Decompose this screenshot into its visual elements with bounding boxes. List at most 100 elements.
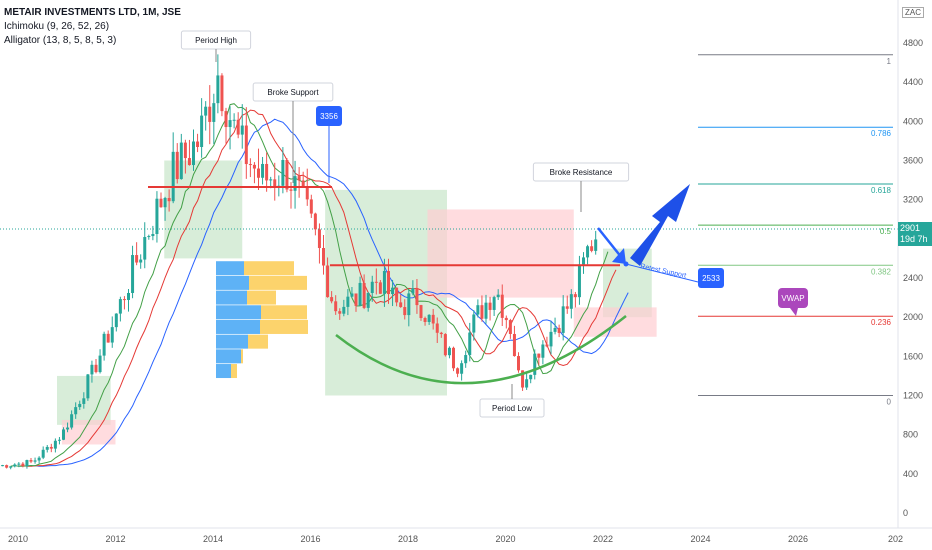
candle-body [338, 311, 342, 314]
cloud-red [427, 209, 574, 298]
candle-body [350, 293, 354, 297]
alligator-legend[interactable]: Alligator (13, 8, 5, 8, 5, 3) [4, 35, 117, 46]
candle-body [521, 370, 525, 388]
candle-body [216, 75, 220, 104]
candle-body [29, 460, 33, 462]
candle-body [196, 141, 200, 148]
cloud-red [573, 307, 657, 337]
price-tick-label: 800 [903, 430, 918, 440]
candle-body [212, 103, 216, 122]
currency-badge[interactable]: ZAC [902, 7, 924, 18]
candle-body [342, 306, 346, 314]
candle-body [346, 296, 350, 307]
price-tick-label: 4000 [903, 116, 923, 126]
candle-body [512, 333, 516, 357]
candle-body [309, 199, 313, 214]
volume-bar-yellow [248, 334, 268, 349]
price-tick-label: 4400 [903, 77, 923, 87]
candle-body [261, 163, 265, 178]
alligator-line [18, 109, 617, 467]
candle-body [289, 189, 293, 191]
candle-body [305, 186, 309, 200]
price-tick-label: 1200 [903, 391, 923, 401]
candle-body [431, 314, 435, 324]
candle-body [98, 355, 102, 373]
candle-body [517, 356, 520, 371]
time-tick-label: 2024 [690, 534, 710, 544]
candle-body [460, 363, 464, 374]
candle-body [553, 327, 557, 332]
candle-body [378, 282, 382, 294]
candle-body [122, 299, 126, 301]
candle-body [439, 332, 443, 335]
candle-body [594, 239, 598, 251]
volume-bar-blue [216, 349, 241, 364]
candle-body [480, 305, 484, 319]
price-tick-label: 3200 [903, 195, 923, 205]
candle-body [285, 159, 289, 190]
vwap-box [778, 288, 808, 308]
time-tick-label: 2026 [788, 534, 808, 544]
candle-body [297, 176, 301, 181]
price-tick-label: 3600 [903, 156, 923, 166]
fib-label: 0.5 [880, 227, 892, 236]
candle-body [395, 287, 399, 303]
candle-body [382, 271, 386, 294]
time-tick-label: 2016 [300, 534, 320, 544]
candle-body [90, 364, 94, 375]
candle-body [9, 466, 13, 468]
label-3356-text: 3356 [320, 112, 338, 121]
candle-body [565, 306, 569, 309]
candle-body [366, 293, 370, 308]
candle-body [57, 439, 61, 441]
candle-body [187, 158, 191, 166]
candle-body [37, 457, 41, 461]
candle-body [399, 302, 403, 308]
symbol-title[interactable]: METAIR INVESTMENTS LTD, 1M, JSE [4, 7, 181, 18]
candle-body [472, 314, 476, 333]
candle-body [102, 333, 106, 356]
volume-bar-blue [216, 334, 248, 349]
annotations: Period High Broke Support Broke Resistance… [148, 30, 808, 418]
candle-body [244, 125, 248, 165]
candle-body [573, 294, 577, 298]
vwap-text: VWAP [781, 294, 804, 303]
alligator-line [10, 103, 609, 467]
candle-body [232, 119, 236, 121]
candle-body [82, 398, 86, 404]
candle-body [427, 314, 431, 322]
candle-body [155, 198, 159, 235]
volume-bar-yellow [244, 261, 294, 276]
candle-body [147, 236, 151, 238]
fib-label: 0.618 [871, 186, 892, 195]
ichimoku-legend[interactable]: Ichimoku (9, 26, 52, 26) [4, 21, 110, 32]
candle-body [269, 179, 273, 181]
up-arrow [630, 184, 690, 266]
candle-body [496, 294, 500, 298]
period-high-text: Period High [195, 36, 237, 45]
fib-label: 1 [887, 57, 892, 66]
candle-body [74, 407, 78, 415]
candle-body [200, 115, 204, 148]
cloud-green [603, 248, 652, 318]
candle-body [293, 176, 297, 191]
candle-body [537, 353, 541, 358]
candle-body [492, 297, 496, 310]
candle-body [529, 374, 533, 380]
time-tick-label: 2018 [398, 534, 418, 544]
time-axis[interactable]: 2010 2012 2014 2016 2018 2020 2022 2024 2026 202 [0, 527, 932, 544]
price-axis[interactable]: 0400800120016002000240028003200360040004… [897, 0, 923, 528]
candle-body [49, 446, 53, 449]
candle-body [151, 234, 155, 237]
candle-body [159, 198, 163, 208]
candle-body [354, 293, 358, 306]
candle-body [70, 414, 74, 428]
candle-body [94, 364, 98, 373]
candle-body [525, 379, 529, 388]
candle-body [541, 344, 545, 358]
volume-profile [216, 261, 308, 379]
candle-body [224, 111, 228, 128]
time-tick-label: 2012 [105, 534, 125, 544]
candle-body [577, 264, 581, 298]
